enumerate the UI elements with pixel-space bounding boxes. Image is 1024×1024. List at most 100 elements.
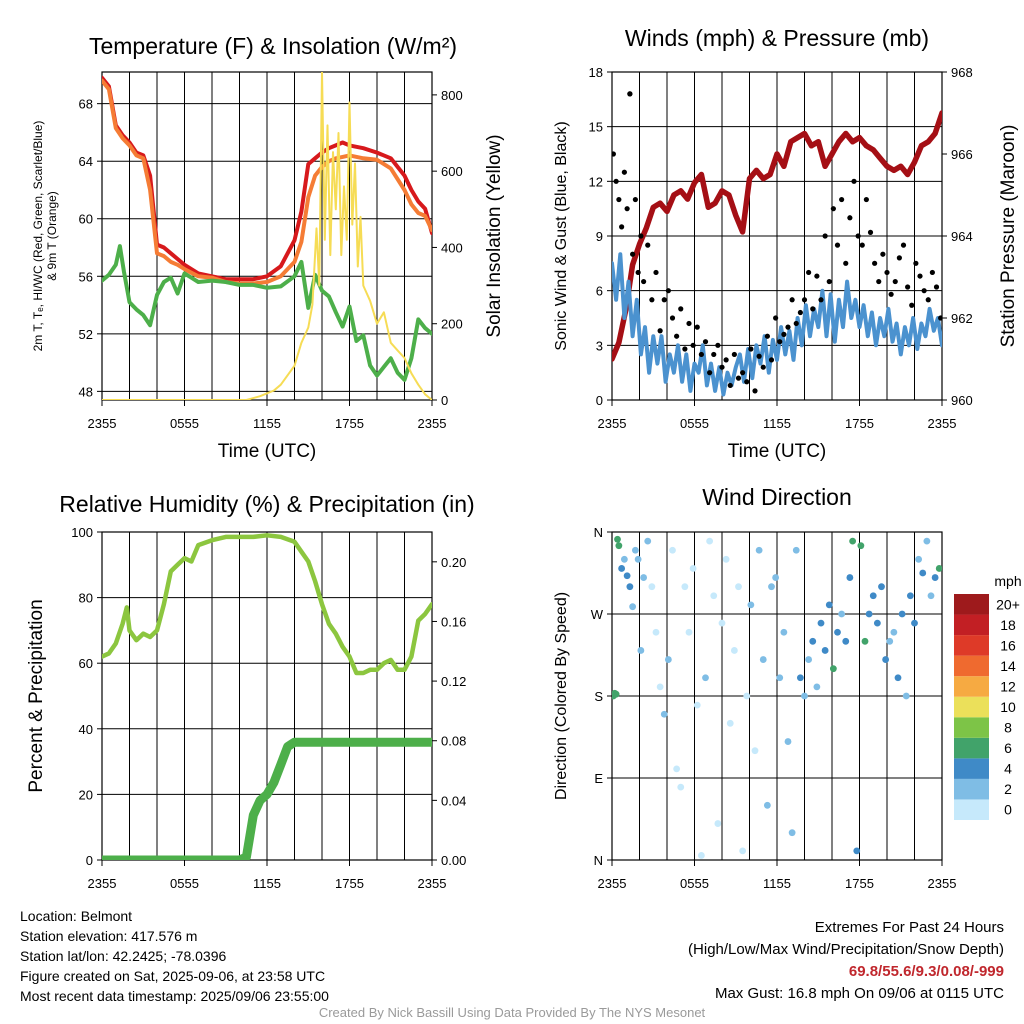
wind-y2tick-label: 968 (951, 65, 973, 80)
wind-gust-point (641, 278, 647, 285)
wind-gust-point (678, 306, 684, 312)
wdir-point (614, 535, 621, 543)
wdir-ytick-label: S (594, 689, 603, 704)
wind-y2tick-label: 964 (951, 229, 973, 244)
rh-ylabel: Percent & Precipitation (26, 599, 47, 792)
wind-gust-point (653, 269, 659, 276)
temp-panel: 2355 0555 1155 1755 2355 48 52 56 60 64 68 0 200 400 6… (31, 33, 505, 462)
temp-ylabel-line2: & 9m T (Orange) (45, 191, 59, 281)
wdir-ytick-label: E (594, 771, 603, 786)
created-text: Figure created on Sat, 2025-09-06, at 23… (20, 968, 326, 984)
wind-gust-point (735, 375, 742, 381)
rh-ytick-label: 20 (79, 787, 93, 802)
wind-gust-point (822, 233, 828, 239)
colorbar-label: 10 (1000, 699, 1016, 715)
wind-gust-point (645, 242, 651, 248)
wind-gust-point (711, 351, 717, 358)
wdir-point (857, 542, 865, 550)
temp-xlabel: Time (UTC) (218, 441, 317, 462)
temp-t9m-line (102, 78, 432, 286)
colorbar-label: 6 (1004, 740, 1012, 756)
wdir-point (677, 783, 685, 791)
wind-gust-point (630, 251, 636, 257)
rh-precip-line (102, 737, 432, 860)
colorbar-label: 4 (1004, 761, 1012, 777)
wind-pressure-line (612, 110, 942, 362)
wdir-point (842, 637, 850, 645)
wdir-point (780, 628, 788, 636)
rh-y2tick-label: 0.12 (441, 674, 466, 689)
wdir-point (615, 542, 623, 550)
wdir-point (882, 656, 890, 663)
temp-ytick-label: 60 (79, 212, 93, 227)
wind-gust-point (851, 178, 857, 184)
extremes-values: 69.8/55.6/9.3/0.08/-999 (848, 963, 1004, 980)
temp-xtick-label: 1155 (253, 416, 281, 431)
wdir-point (664, 656, 672, 663)
wdir-point (813, 683, 821, 691)
wind-gust-point (843, 260, 849, 266)
wind-gust-point (756, 353, 762, 359)
wdir-point (902, 692, 910, 700)
latlon-text: Station lat/lon: 42.2425; -78.0396 (20, 948, 227, 964)
temp-plot-area (102, 72, 432, 400)
wdir-point (631, 546, 639, 554)
wdir-point (623, 572, 631, 580)
colorbar-swatch (954, 778, 989, 800)
wind-gust-point (855, 233, 861, 239)
wind-gust-point (814, 273, 820, 279)
wdir-point (637, 647, 645, 654)
colorbar-label: 8 (1004, 720, 1012, 736)
wdir-point (648, 583, 656, 591)
wdir-point (722, 555, 730, 563)
wdir-xtick-label: 0555 (680, 876, 709, 891)
wind-gust-point (785, 324, 791, 330)
colorbar-label: 18 (1000, 617, 1016, 633)
rh-ytick-label: 60 (79, 656, 93, 671)
wdir-point (660, 710, 668, 718)
wind-gust-point (682, 346, 688, 352)
wdir-point (735, 583, 742, 591)
colorbar-swatch (954, 614, 989, 636)
wind-gust-point (863, 196, 869, 203)
wind-gust-point (723, 357, 729, 363)
wind-gust-point (847, 215, 853, 221)
wdir-point (927, 592, 935, 600)
wind-gust-point (624, 206, 630, 212)
wind-gust-point (744, 379, 750, 385)
wdir-point (706, 537, 714, 545)
wind-gust-point (649, 297, 655, 303)
wdir-point (906, 592, 914, 600)
wind-gust-point (719, 364, 725, 370)
wind-gust-point (669, 315, 676, 321)
colorbar-label: 0 (1004, 802, 1012, 818)
colorbar-swatch (954, 635, 989, 656)
wind-ytick-label: 6 (596, 284, 603, 299)
wdir-point (759, 656, 767, 663)
wdir-point (849, 537, 857, 545)
rh-ytick-label: 40 (79, 722, 93, 737)
wind-gust-point (764, 333, 770, 339)
wdir-point (656, 683, 664, 691)
wdir-point (853, 847, 861, 855)
wdir-point (890, 628, 898, 636)
rh-xtick-label: 1755 (335, 876, 364, 891)
wind-gust-point (834, 242, 841, 248)
wind-gust-point (612, 151, 616, 157)
wind-gust-point (900, 242, 907, 248)
wdir-point (702, 674, 709, 682)
wdir-point (931, 574, 939, 581)
colorbar-label: 20+ (996, 596, 1020, 612)
wind-gust-point (789, 297, 795, 303)
station-info: Location: Belmont Station elevation: 417… (20, 906, 329, 1006)
wdir-xtick-label: 2355 (928, 876, 957, 891)
wdir-point (796, 674, 804, 682)
wind-xtick-label: 0555 (680, 416, 709, 431)
wind-gust-point (690, 342, 696, 348)
wdir-point (801, 692, 808, 700)
wind-gust-point (768, 357, 775, 363)
wind-gust-point (752, 388, 758, 394)
temp-y2tick-label: 200 (441, 317, 463, 332)
rh-xtick-label: 0555 (170, 876, 199, 891)
wdir-point (685, 628, 693, 636)
